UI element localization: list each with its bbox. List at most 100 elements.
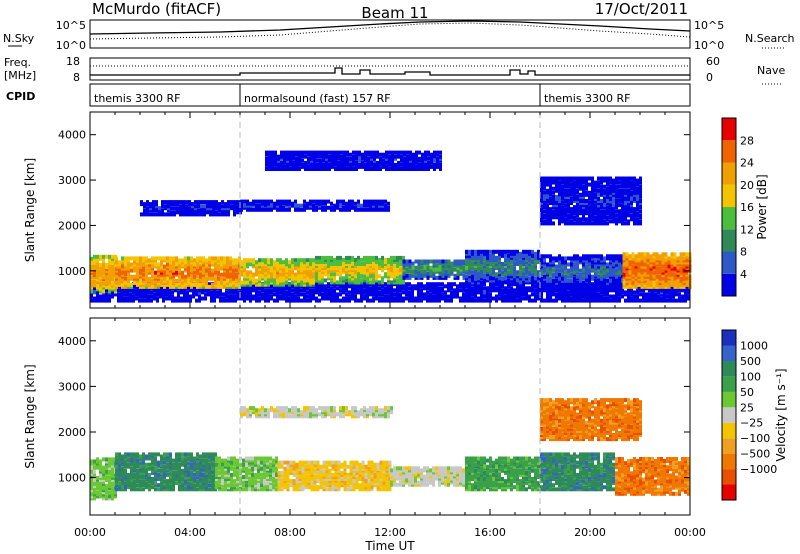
heatmap-cell (360, 205, 363, 210)
heatmap-cell (240, 280, 243, 285)
heatmap-cell (369, 199, 372, 204)
heatmap-cell (643, 268, 647, 273)
heatmap-cell (378, 201, 381, 206)
heatmap-cell (288, 262, 291, 267)
heatmap-cell (678, 292, 681, 297)
heatmap-cell (421, 160, 424, 165)
heatmap-cell (546, 298, 549, 303)
heatmap-cell (351, 264, 354, 269)
heatmap-cell (363, 201, 366, 206)
heatmap-cell (126, 296, 129, 301)
heatmap-cell (139, 262, 142, 267)
heatmap-cell (540, 270, 543, 275)
heatmap-cell (291, 258, 294, 263)
heatmap-cell (156, 298, 159, 303)
heatmap-cell (396, 264, 399, 269)
heatmap-cell (670, 280, 674, 285)
heatmap-cell (423, 294, 426, 299)
heatmap-cell (175, 262, 178, 267)
heatmap-cell (408, 298, 411, 303)
heatmap-cell (543, 219, 546, 224)
heatmap-cell (385, 156, 388, 161)
heatmap-cell (441, 275, 445, 280)
heatmap-cell (453, 282, 456, 287)
heatmap-cell (115, 276, 118, 281)
heatmap-cell (510, 249, 513, 254)
heatmap-cell (504, 294, 507, 299)
heatmap-cell (555, 184, 558, 189)
heatmap-cell (187, 262, 190, 267)
heatmap-cell (282, 272, 285, 277)
heatmap-cell (280, 167, 283, 171)
heatmap-cell (188, 206, 191, 211)
heatmap-cell (333, 257, 336, 262)
heatmap-cell (513, 298, 516, 303)
heatmap-cell (295, 167, 298, 171)
heatmap-cell (471, 296, 474, 301)
heatmap-cell (285, 262, 288, 267)
heatmap-cell (576, 290, 579, 295)
heatmap-cell (324, 255, 327, 260)
heatmap-cell (501, 298, 504, 303)
heatmap-cell (181, 258, 184, 263)
heatmap-cell (378, 260, 381, 264)
heatmap-cell (567, 209, 570, 214)
heatmap-cell (546, 219, 549, 224)
heatmap-cell (622, 266, 626, 271)
heatmap-cell (402, 265, 406, 270)
heatmap-cell (229, 280, 232, 285)
heatmap-cell (127, 276, 130, 281)
heatmap-cell (433, 152, 436, 157)
heatmap-cell (196, 278, 199, 283)
heatmap-cell (182, 200, 185, 205)
heatmap-cell (166, 280, 169, 285)
heatmap-cell (264, 290, 267, 295)
nsearch-trace (89, 22, 691, 40)
heatmap-cell (433, 158, 436, 163)
heatmap-cell (396, 298, 399, 303)
heatmap-cell (167, 200, 170, 205)
heatmap-cell (549, 178, 552, 183)
heatmap-cell (130, 282, 133, 287)
heatmap-cell (465, 280, 468, 285)
heatmap-cell (246, 201, 249, 206)
heatmap-cell (264, 201, 267, 206)
heatmap-cell (664, 258, 668, 263)
heatmap-cell (249, 294, 252, 299)
heatmap-cell (291, 268, 294, 273)
heatmap-cell (246, 258, 249, 263)
heatmap-cell (336, 255, 339, 260)
heatmap-cell (157, 262, 160, 267)
heatmap-cell (513, 294, 516, 299)
heatmap-cell (255, 203, 258, 208)
heatmap-cell (370, 156, 373, 161)
heatmap-cell (519, 290, 522, 295)
heatmap-cell (570, 178, 573, 183)
heatmap-cell (403, 160, 406, 165)
heatmap-cell (570, 262, 573, 267)
heatmap-cell (282, 205, 285, 210)
heatmap-cell (218, 212, 221, 217)
heatmap-cell (534, 268, 537, 273)
heatmap-cell (504, 286, 507, 291)
heatmap-cell (351, 268, 354, 273)
heatmap-cell (121, 282, 124, 287)
heatmap-cell (549, 219, 552, 224)
heatmap-cell (654, 294, 657, 299)
heatmap-cell (364, 150, 367, 155)
heatmap-cell (351, 201, 354, 206)
heatmap-cell (276, 280, 279, 285)
heatmap-cell (132, 288, 135, 293)
heatmap-cell (102, 294, 105, 299)
heatmap-cell (426, 261, 430, 266)
heatmap-cell (297, 290, 300, 295)
heatmap-cell (361, 156, 364, 161)
heatmap-cell (639, 292, 642, 297)
heatmap-cell (188, 212, 191, 217)
heatmap-cell (501, 276, 504, 281)
heatmap-cell (439, 150, 442, 155)
heatmap-cell (288, 298, 291, 303)
heatmap-cell (591, 298, 594, 303)
heatmap-cell (285, 201, 288, 206)
heatmap-cell (225, 294, 228, 299)
